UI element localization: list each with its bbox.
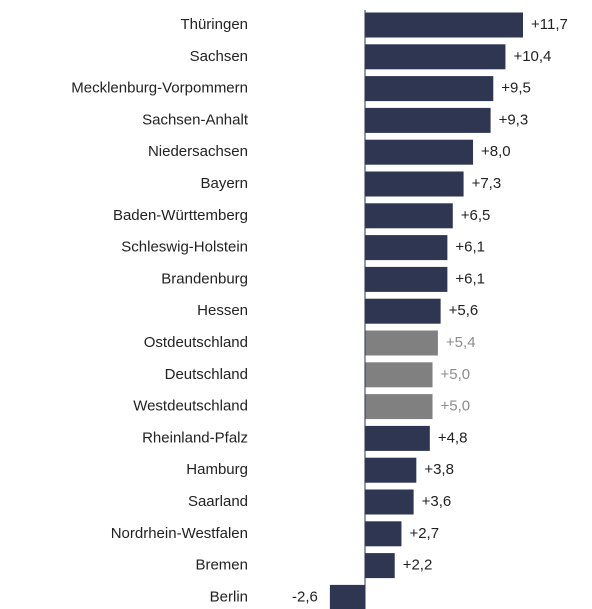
category-label: Bayern xyxy=(200,175,248,192)
bar xyxy=(365,139,474,165)
category-label: Schleswig-Holstein xyxy=(121,239,248,256)
value-label: +5,0 xyxy=(441,398,471,415)
bar xyxy=(365,107,491,133)
value-label: +8,0 xyxy=(481,143,511,160)
bar xyxy=(365,394,433,420)
value-label: +6,5 xyxy=(461,207,491,224)
bar xyxy=(365,12,523,38)
value-label: +5,0 xyxy=(441,366,471,383)
bar xyxy=(365,171,464,197)
bar xyxy=(365,203,453,229)
bar xyxy=(365,330,438,356)
category-label: Berlin xyxy=(210,588,248,605)
value-label: +10,4 xyxy=(513,48,551,65)
category-label: Ostdeutschland xyxy=(144,334,248,351)
value-label: +2,7 xyxy=(409,525,439,542)
category-label: Hamburg xyxy=(186,461,248,478)
category-label: Sachsen-Anhalt xyxy=(142,111,249,128)
bar xyxy=(365,425,430,451)
category-label: Deutschland xyxy=(165,366,248,383)
value-label: +5,6 xyxy=(449,302,479,319)
value-label: +6,1 xyxy=(455,239,485,256)
category-label: Baden-Württemberg xyxy=(113,207,248,224)
value-label: +3,6 xyxy=(422,493,452,510)
bar xyxy=(365,298,441,324)
bar xyxy=(365,44,506,70)
category-label: Westdeutschland xyxy=(133,398,248,415)
category-label: Rheinland-Pfalz xyxy=(142,429,248,446)
category-label: Brandenburg xyxy=(161,270,248,287)
category-label: Hessen xyxy=(197,302,248,319)
category-label: Nordrhein-Westfalen xyxy=(111,525,248,542)
bar xyxy=(365,362,433,388)
value-label: +2,2 xyxy=(403,557,433,574)
value-label: -2,6 xyxy=(292,588,318,605)
value-label: +4,8 xyxy=(438,429,468,446)
value-label: +5,4 xyxy=(446,334,476,351)
value-label: +3,8 xyxy=(424,461,454,478)
value-label: +9,5 xyxy=(501,80,531,97)
category-label: Thüringen xyxy=(180,16,248,33)
bar xyxy=(365,553,395,579)
category-label: Sachsen xyxy=(190,48,248,65)
bar xyxy=(365,235,448,261)
bar xyxy=(365,76,494,102)
bar xyxy=(365,266,448,292)
value-label: +11,7 xyxy=(531,16,568,33)
category-label: Saarland xyxy=(188,493,248,510)
value-label: +7,3 xyxy=(472,175,502,192)
bar xyxy=(329,584,365,609)
bar xyxy=(365,489,414,515)
category-label: Mecklenburg-Vorpommern xyxy=(71,80,248,97)
value-label: +6,1 xyxy=(455,270,485,287)
bar xyxy=(365,521,402,547)
value-label: +9,3 xyxy=(499,111,529,128)
category-label: Niedersachsen xyxy=(148,143,248,160)
category-label: Bremen xyxy=(195,557,248,574)
bar xyxy=(365,457,417,483)
